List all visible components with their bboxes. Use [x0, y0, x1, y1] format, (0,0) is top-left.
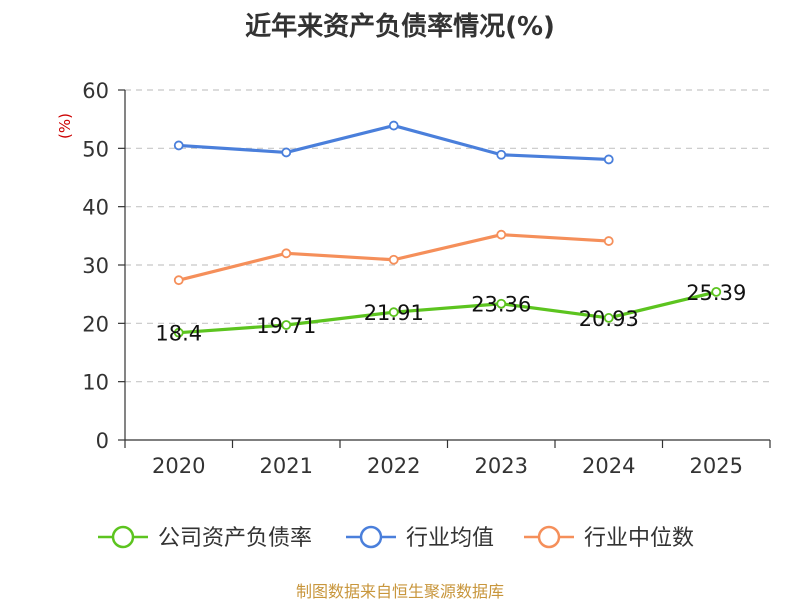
data-source-footer: 制图数据来自恒生聚源数据库 [295, 582, 504, 601]
data-point [603, 154, 614, 165]
legend-marker-icon [537, 525, 561, 549]
legend-marker-icon [359, 525, 383, 549]
x-tick-label: 2020 [152, 454, 205, 478]
chart-title: 近年来资产负债率情况(%) [245, 12, 555, 42]
data-label: 23.36 [471, 293, 531, 317]
data-point [603, 236, 614, 246]
y-tick-label: 40 [82, 196, 109, 220]
data-point [388, 120, 399, 131]
x-tick-label: 2024 [582, 454, 635, 478]
data-point [388, 254, 399, 265]
y-tick-label: 10 [82, 371, 109, 395]
x-tick-label: 2022 [367, 454, 420, 478]
x-tick-label: 2021 [260, 454, 313, 478]
data-point [603, 313, 614, 323]
data-point [173, 327, 184, 338]
data-label: 21.91 [364, 301, 424, 325]
y-tick-label: 50 [82, 137, 109, 161]
data-point [281, 320, 292, 330]
data-label: 25.39 [686, 281, 746, 305]
x-tick-label: 2023 [475, 454, 528, 478]
data-point [496, 149, 507, 160]
legend-marker-icon [111, 525, 135, 549]
data-point [281, 248, 292, 259]
y-tick-label: 60 [82, 79, 109, 103]
data-label: 20.93 [579, 307, 639, 331]
y-axis-label: (%) [56, 113, 74, 139]
data-point [173, 275, 184, 286]
y-tick-label: 30 [82, 254, 109, 278]
data-point [173, 140, 184, 151]
data-point [496, 229, 507, 240]
x-tick-label: 2025 [690, 454, 743, 478]
data-point [388, 307, 399, 318]
data-point [496, 298, 507, 309]
y-tick-label: 20 [82, 312, 109, 336]
y-tick-label: 0 [96, 429, 109, 453]
data-label: 19.71 [256, 314, 316, 338]
data-point [711, 286, 722, 297]
legend-label: 行业中位数 [584, 526, 694, 551]
series-line-company [178, 290, 717, 335]
data-point [281, 147, 292, 158]
series-line-industry-average [178, 123, 609, 162]
legend-label: 行业均值 [406, 526, 494, 551]
legend-label: 公司资产负债率 [158, 526, 312, 551]
data-label: 18.4 [155, 322, 202, 346]
